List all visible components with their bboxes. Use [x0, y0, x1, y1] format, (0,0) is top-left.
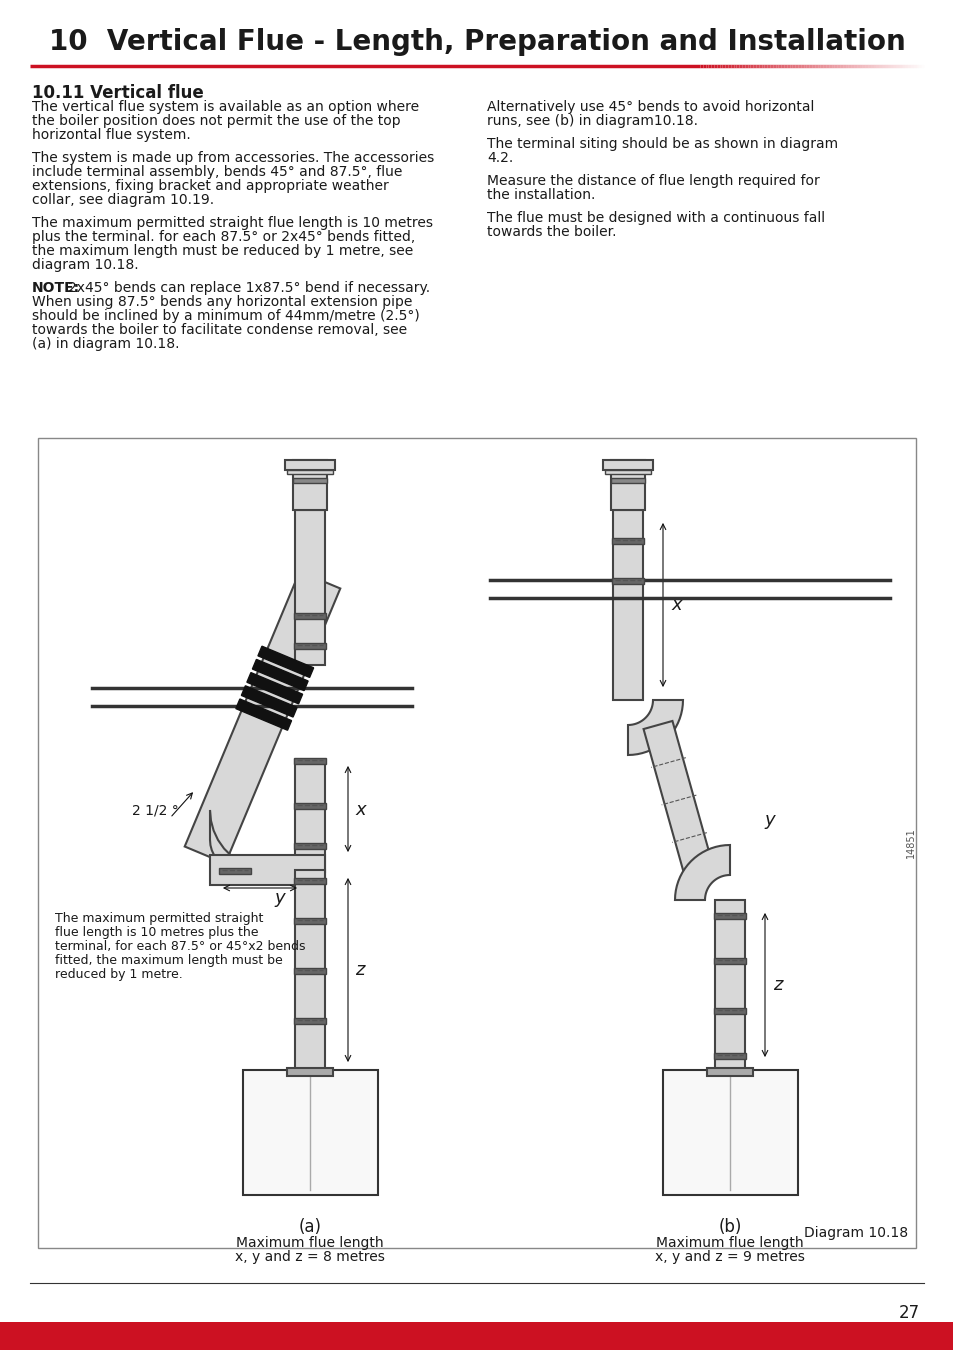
Polygon shape: [257, 647, 314, 678]
Text: Maximum flue length: Maximum flue length: [656, 1237, 803, 1250]
Text: 14851: 14851: [905, 828, 915, 859]
Text: the maximum length must be reduced by 1 metre, see: the maximum length must be reduced by 1 …: [32, 244, 413, 258]
Bar: [287, 470, 333, 474]
Text: x: x: [355, 801, 365, 819]
Bar: [294, 878, 326, 884]
Text: The terminal siting should be as shown in diagram: The terminal siting should be as shown i…: [486, 136, 838, 151]
Text: runs, see (b) in diagram10.18.: runs, see (b) in diagram10.18.: [486, 113, 698, 128]
Text: x: x: [670, 595, 680, 614]
Text: 10.11 Vertical flue: 10.11 Vertical flue: [32, 84, 204, 103]
Bar: [294, 803, 326, 809]
Polygon shape: [241, 686, 296, 717]
Text: 27: 27: [898, 1304, 919, 1322]
Bar: [219, 868, 251, 873]
Text: x, y and z = 9 metres: x, y and z = 9 metres: [655, 1250, 804, 1264]
Text: diagram 10.18.: diagram 10.18.: [32, 258, 138, 271]
Polygon shape: [253, 659, 308, 691]
Text: should be inclined by a minimum of 44mm/metre (2.5°): should be inclined by a minimum of 44mm/…: [32, 309, 419, 323]
Text: towards the boiler.: towards the boiler.: [486, 225, 616, 239]
Bar: [293, 460, 327, 510]
Text: 2 1/2 °: 2 1/2 °: [132, 803, 178, 817]
Text: z: z: [355, 961, 364, 979]
Bar: [714, 900, 744, 1071]
Text: The maximum permitted straight: The maximum permitted straight: [55, 913, 263, 925]
Polygon shape: [247, 672, 302, 703]
Text: flue length is 10 metres plus the: flue length is 10 metres plus the: [55, 926, 258, 940]
Bar: [610, 478, 644, 483]
Bar: [287, 1068, 333, 1076]
Text: collar, see diagram 10.19.: collar, see diagram 10.19.: [32, 193, 213, 207]
Bar: [713, 913, 745, 919]
Text: the installation.: the installation.: [486, 188, 595, 202]
Text: When using 87.5° bends any horizontal extension pipe: When using 87.5° bends any horizontal ex…: [32, 296, 412, 309]
Bar: [294, 760, 325, 872]
Bar: [294, 842, 326, 849]
Text: 10  Vertical Flue - Length, Preparation and Installation: 10 Vertical Flue - Length, Preparation a…: [49, 28, 904, 55]
Polygon shape: [643, 721, 714, 879]
Bar: [602, 460, 652, 470]
Polygon shape: [675, 845, 729, 900]
Bar: [285, 460, 335, 470]
Text: z: z: [772, 976, 781, 994]
Text: The system is made up from accessories. The accessories: The system is made up from accessories. …: [32, 151, 434, 165]
Bar: [294, 869, 325, 1071]
Bar: [604, 470, 650, 474]
Text: 2x45° bends can replace 1x87.5° bend if necessary.: 2x45° bends can replace 1x87.5° bend if …: [68, 281, 430, 296]
Polygon shape: [235, 699, 292, 730]
Bar: [294, 643, 326, 649]
Text: The flue must be designed with a continuous fall: The flue must be designed with a continu…: [486, 211, 824, 225]
Bar: [713, 1053, 745, 1058]
Text: towards the boiler to facilitate condense removal, see: towards the boiler to facilitate condens…: [32, 323, 407, 338]
Text: fitted, the maximum length must be: fitted, the maximum length must be: [55, 954, 282, 967]
Text: Diagram 10.18: Diagram 10.18: [803, 1226, 907, 1241]
Bar: [610, 468, 644, 472]
Bar: [294, 968, 326, 973]
Polygon shape: [185, 571, 340, 864]
Text: Alternatively use 45° bends to avoid horizontal: Alternatively use 45° bends to avoid hor…: [486, 100, 814, 113]
Bar: [294, 613, 326, 620]
Bar: [294, 918, 326, 923]
Text: (a) in diagram 10.18.: (a) in diagram 10.18.: [32, 338, 179, 351]
Text: the boiler position does not permit the use of the top: the boiler position does not permit the …: [32, 113, 400, 128]
Text: The vertical flue system is available as an option where: The vertical flue system is available as…: [32, 100, 418, 113]
Bar: [610, 460, 644, 510]
Bar: [243, 1071, 377, 1195]
Text: y: y: [274, 890, 285, 907]
Text: 4.2.: 4.2.: [486, 151, 513, 165]
Text: terminal, for each 87.5° or 45°x2 bends: terminal, for each 87.5° or 45°x2 bends: [55, 940, 305, 953]
Text: include terminal assembly, bends 45° and 87.5°, flue: include terminal assembly, bends 45° and…: [32, 165, 402, 180]
Text: (a): (a): [298, 1218, 321, 1237]
Bar: [612, 539, 643, 544]
Bar: [662, 1071, 797, 1195]
Text: Maximum flue length: Maximum flue length: [236, 1237, 383, 1250]
Text: NOTE:: NOTE:: [32, 281, 80, 296]
Bar: [612, 578, 643, 585]
Bar: [294, 1018, 326, 1025]
Bar: [294, 510, 325, 666]
Text: (b): (b): [718, 1218, 740, 1237]
Bar: [38, 437, 915, 1247]
Text: reduced by 1 metre.: reduced by 1 metre.: [55, 968, 183, 981]
Text: x, y and z = 8 metres: x, y and z = 8 metres: [234, 1250, 384, 1264]
Text: plus the terminal. for each 87.5° or 2x45° bends fitted,: plus the terminal. for each 87.5° or 2x4…: [32, 230, 415, 244]
Text: extensions, fixing bracket and appropriate weather: extensions, fixing bracket and appropria…: [32, 180, 388, 193]
Bar: [210, 855, 325, 886]
Bar: [293, 478, 327, 483]
Bar: [0, 1322, 953, 1350]
Bar: [294, 757, 326, 764]
Polygon shape: [627, 701, 682, 755]
Text: Measure the distance of flue length required for: Measure the distance of flue length requ…: [486, 174, 819, 188]
Text: y: y: [763, 811, 774, 829]
Text: horizontal flue system.: horizontal flue system.: [32, 128, 191, 142]
Bar: [713, 958, 745, 964]
Bar: [613, 510, 642, 701]
Bar: [293, 468, 327, 472]
Polygon shape: [210, 810, 270, 869]
Text: The maximum permitted straight flue length is 10 metres: The maximum permitted straight flue leng…: [32, 216, 433, 230]
Bar: [706, 1068, 752, 1076]
Bar: [713, 1008, 745, 1014]
